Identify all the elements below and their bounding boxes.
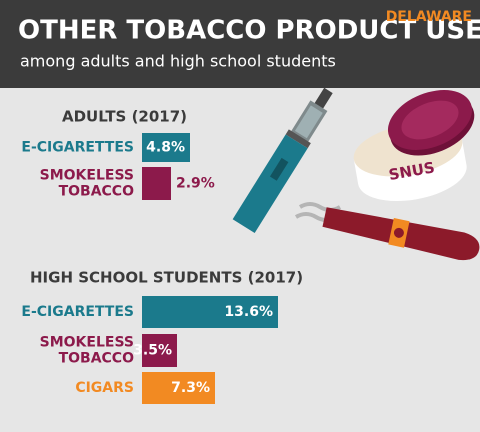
header-band (0, 0, 480, 88)
bar (142, 372, 215, 404)
value-label: 7.3% (171, 380, 210, 396)
bar (142, 334, 177, 367)
category-label: E-CIGARETTES (21, 304, 134, 320)
bar (142, 296, 278, 328)
category-label: SMOKELESS TOBACCO (40, 335, 134, 367)
category-label: SMOKELESS TOBACCO (40, 168, 134, 200)
category-label: E-CIGARETTES (21, 140, 134, 156)
section-title: HIGH SCHOOL STUDENTS (2017) (30, 269, 303, 287)
subtitle: among adults and high school students (20, 52, 336, 71)
value-label: 13.6% (224, 304, 273, 320)
title: OTHER TOBACCO PRODUCT USE (18, 16, 480, 46)
bar (142, 167, 171, 200)
value-label: 2.9% (176, 176, 215, 192)
value-label: 4.8% (146, 140, 185, 156)
bar (142, 133, 190, 162)
section-title: ADULTS (2017) (62, 108, 187, 126)
value-label: 3.5% (133, 343, 172, 359)
category-label: CIGARS (75, 380, 134, 396)
state-label: DELAWARE (386, 9, 472, 25)
illustration: SNUS (232, 87, 480, 261)
